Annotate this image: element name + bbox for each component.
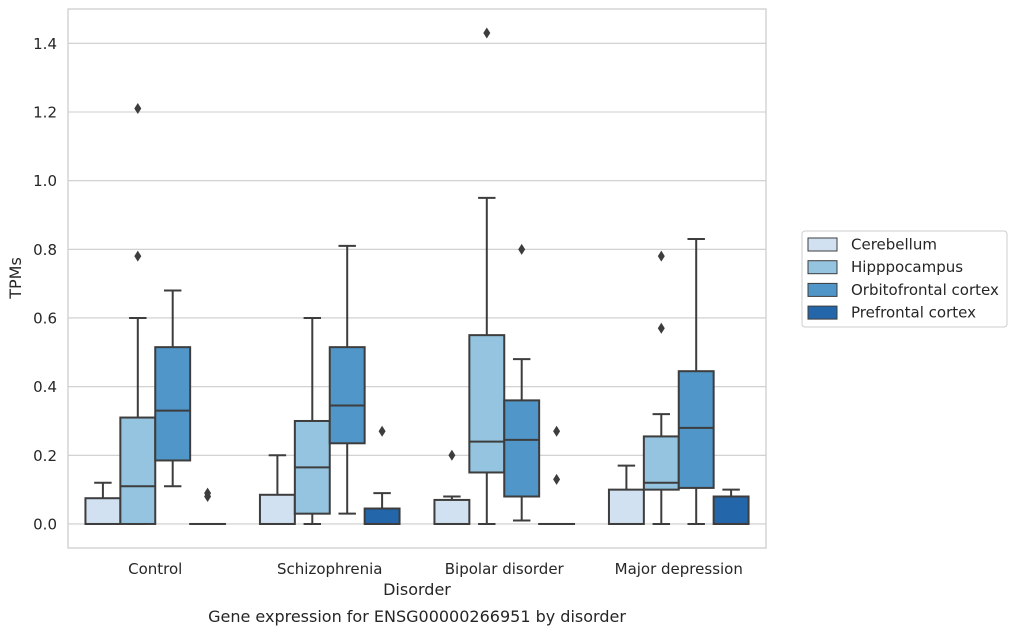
box-group	[503, 243, 541, 522]
outlier-point	[448, 449, 456, 461]
x-tick-label: Major depression	[615, 560, 743, 578]
x-axis-label: Disorder	[383, 580, 451, 599]
box	[154, 346, 192, 462]
legend-swatch	[807, 237, 838, 252]
outlier-point	[553, 425, 561, 437]
legend-label: Orbitofrontal cortex	[851, 281, 999, 299]
y-tick-label: 0.8	[33, 241, 57, 259]
legend-label: Cerebellum	[851, 236, 937, 254]
outlier-point	[134, 103, 142, 115]
box	[712, 495, 750, 525]
box	[363, 507, 401, 525]
box	[642, 435, 680, 491]
box-group	[538, 425, 576, 525]
x-tick-label: Schizophrenia	[277, 560, 382, 578]
legend-label: Prefrontal cortex	[851, 304, 976, 322]
box	[503, 399, 541, 498]
outlier-point	[483, 27, 491, 39]
box	[677, 370, 715, 489]
x-axis-ticks: Control Schizophrenia Bipolar disorder Majo…	[128, 560, 743, 578]
outlier-point	[204, 487, 212, 499]
box-group	[642, 250, 680, 525]
outlier-point	[553, 473, 561, 485]
legend-frame	[801, 230, 1008, 328]
y-tick-label: 1.4	[33, 35, 57, 53]
y-axis-ticks: 0.0 0.2 0.4 0.6 0.8 1.0 1.2 1.4	[33, 35, 57, 534]
box-group	[293, 316, 331, 525]
outlier-point	[378, 425, 386, 437]
box-group	[189, 487, 227, 525]
boxes	[84, 27, 750, 525]
box-group	[677, 238, 715, 525]
y-tick-label: 1.2	[33, 103, 57, 121]
x-tick-label: Bipolar disorder	[445, 560, 565, 578]
legend: Cerebellum Hipppocampus Orbitofrontal cort…	[801, 230, 1008, 328]
y-tick-label: 0.0	[33, 515, 57, 533]
box-group	[119, 103, 157, 525]
legend-label: Hipppocampus	[851, 258, 963, 276]
box	[468, 334, 506, 474]
outlier-point	[657, 322, 665, 334]
legend-swatch	[807, 305, 838, 320]
box-group	[607, 464, 645, 525]
y-tick-label: 0.4	[33, 378, 57, 396]
y-axis-label: TPMs	[6, 257, 25, 300]
plot-area-frame	[67, 8, 767, 549]
box	[84, 497, 122, 525]
box	[258, 493, 296, 525]
box-group	[712, 488, 750, 525]
x-tick-label: Control	[128, 560, 182, 578]
outlier-point	[134, 250, 142, 262]
legend-swatch	[807, 282, 838, 297]
chart-caption: Gene expression for ENSG00000266951 by d…	[208, 607, 626, 626]
box	[328, 346, 366, 445]
y-tick-label: 0.2	[33, 447, 57, 465]
outlier-point	[657, 250, 665, 262]
box	[607, 488, 645, 525]
y-tick-label: 0.6	[33, 309, 57, 327]
legend-swatch	[807, 260, 838, 275]
box-group	[433, 449, 471, 525]
y-tick-label: 1.0	[33, 172, 57, 190]
box-group	[328, 244, 366, 515]
box-group	[363, 425, 401, 525]
box-group	[468, 27, 506, 525]
box	[119, 416, 157, 525]
outlier-point	[518, 243, 526, 255]
box-group	[84, 481, 122, 525]
box	[433, 498, 471, 525]
box-group	[154, 289, 192, 488]
box-group	[258, 454, 296, 525]
